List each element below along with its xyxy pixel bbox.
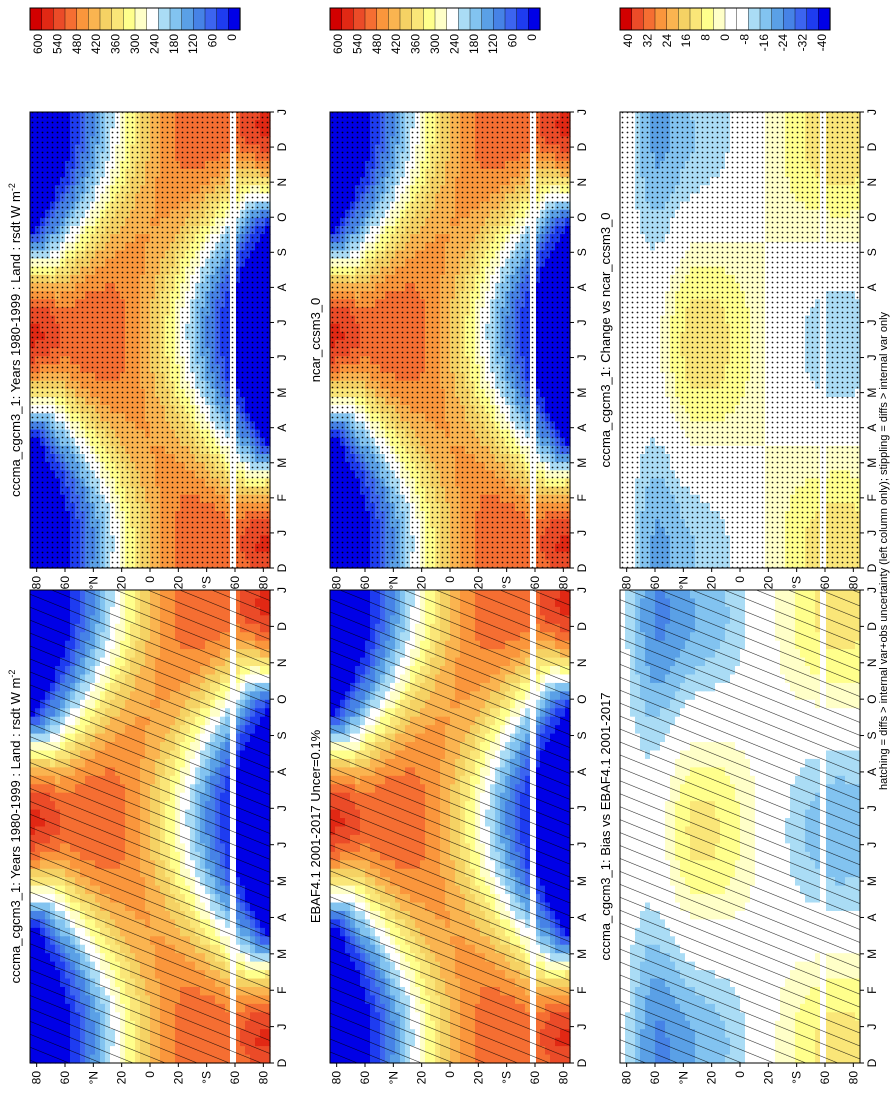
month-tick-label: A bbox=[275, 913, 289, 921]
month-tick-label: M bbox=[275, 949, 289, 959]
panel-1: cccma_cgcm3_1: Years 1980-1999 : Land : … bbox=[7, 486, 289, 1084]
panel-title: cccma_cgcm3_1: Years 1980-1999 : Land : … bbox=[7, 670, 23, 984]
month-tick-label: N bbox=[275, 658, 289, 667]
lat-tick-label: 60 bbox=[58, 1071, 72, 1085]
month-tick-label: D bbox=[275, 622, 289, 631]
lat-tick-label: 20 bbox=[171, 1071, 185, 1085]
lat-tick-label: 80 bbox=[256, 1071, 270, 1085]
lat-tick-label: °S bbox=[200, 1071, 214, 1084]
lat-tick-label: 80 bbox=[30, 1071, 44, 1085]
panel-title-sup: -2 bbox=[7, 670, 17, 678]
month-tick-label: J bbox=[275, 842, 289, 848]
month-tick-label: F bbox=[275, 987, 289, 994]
lat-tick-label: 0 bbox=[143, 1071, 157, 1078]
month-tick-label: O bbox=[275, 694, 289, 703]
lat-tick-label: 60 bbox=[228, 1071, 242, 1085]
month-tick-label: J bbox=[275, 587, 289, 593]
month-tick-label: J bbox=[275, 1024, 289, 1030]
month-tick-label: S bbox=[275, 732, 289, 740]
hatching-overlay bbox=[30, 590, 270, 1063]
lat-tick-label: °N bbox=[86, 1071, 100, 1084]
month-tick-label: M bbox=[275, 876, 289, 886]
month-tick-label: D bbox=[275, 1058, 289, 1067]
month-tick-label: A bbox=[275, 768, 289, 776]
lat-tick-label: 20 bbox=[115, 1071, 129, 1085]
month-tick-label: J bbox=[275, 805, 289, 811]
